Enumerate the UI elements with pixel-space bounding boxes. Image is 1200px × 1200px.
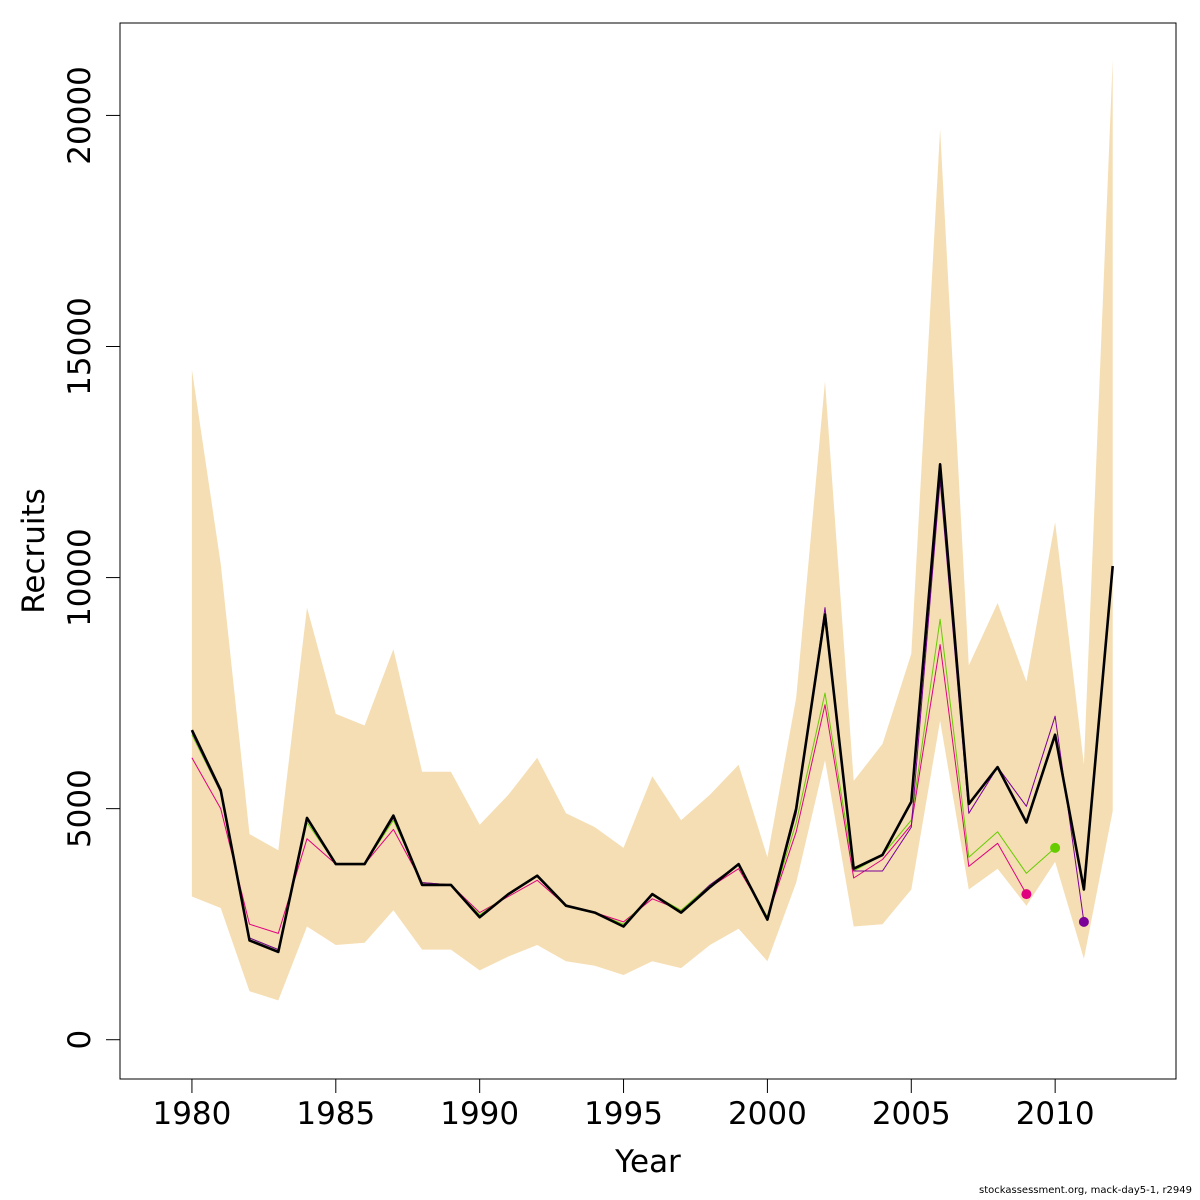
y-tick-label: 10000 (62, 528, 98, 627)
series-line-main (190, 462, 1114, 954)
y-tick-label: 20000 (62, 66, 98, 165)
y-tick-label: 15000 (62, 297, 98, 396)
series-line-retro-1 (191, 644, 1027, 934)
x-tick-label: 2000 (728, 1096, 807, 1132)
x-tick-label: 1980 (152, 1096, 231, 1132)
confidence-band-layer (191, 60, 1113, 1001)
series-endpoint-point (1021, 889, 1032, 900)
series-endpoint-point (1078, 916, 1089, 927)
y-tick-label: 5000 (62, 769, 98, 848)
x-axis-title: Year (614, 1144, 681, 1180)
x-tick-label: 1985 (296, 1096, 375, 1132)
endpoint-layer (1021, 842, 1089, 927)
footer-credit: stockassessment.org, mack-day5-1, r2949 (979, 1185, 1192, 1196)
x-tick-label: 1995 (584, 1096, 663, 1132)
confidence-band (191, 60, 1113, 1001)
x-tick-label: 2010 (1016, 1096, 1095, 1132)
x-tick-label: 2005 (872, 1096, 951, 1132)
x-axis: 1980 1985 1990 1995 2000 2005 2010 (152, 1078, 1095, 1132)
y-axis-title: Recruits (16, 488, 52, 614)
series-layer (190, 462, 1114, 954)
y-axis: 0 5000 10000 15000 20000 (62, 66, 121, 1050)
y-tick-label: 0 (62, 1030, 98, 1050)
x-tick-label: 1990 (440, 1096, 519, 1132)
series-endpoint-point (1050, 842, 1061, 853)
